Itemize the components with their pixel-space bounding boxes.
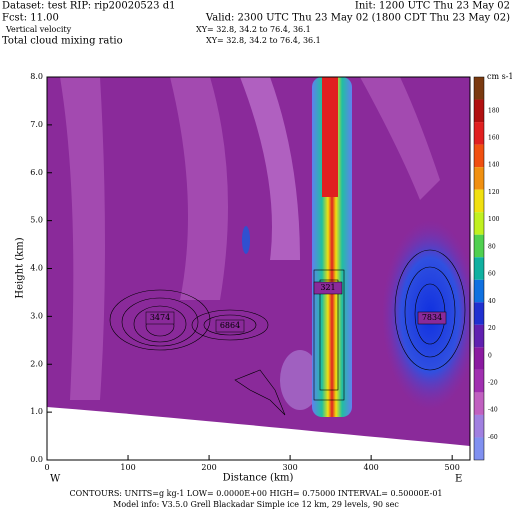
header: Init: 1200 UTC Thu 23 May 02: [355, 1, 510, 12]
annotation-box: [145, 311, 175, 325]
header: Fcst: 11.00: [2, 13, 59, 24]
colorbar-segment: [474, 437, 484, 460]
annotation: 321: [320, 283, 335, 292]
y-tick-label: 6.0: [30, 168, 43, 177]
colorbar-label: 140: [488, 162, 500, 169]
colorbar-label: -20: [488, 380, 498, 387]
header: Total cloud mixing ratio: [2, 36, 123, 47]
colorbar-label: -40: [488, 407, 498, 414]
colorbar-segment: [474, 324, 484, 348]
colorbar-segment: [474, 234, 484, 258]
colorbar-label: 80: [488, 243, 496, 250]
y-tick-label: 4.0: [30, 264, 43, 273]
colorbar-label: 20: [488, 325, 496, 332]
colorbar-segment: [474, 414, 484, 438]
colorbar-label: 0: [488, 352, 492, 359]
colorbar-segment: [474, 302, 484, 325]
header: XY= 32.8, 34.2 to 76.4, 36.1: [206, 36, 321, 45]
annotation-box: [215, 319, 245, 333]
colorbar-segment: [474, 122, 484, 145]
end-label: E: [455, 474, 462, 485]
annotation: 3474: [150, 313, 170, 322]
colorbar-segment: [474, 189, 484, 213]
header: Dataset: test RIP: rip20020523 d1: [2, 1, 175, 12]
header: Valid: 2300 UTC Thu 23 May 02 (1800 CDT …: [205, 13, 510, 24]
annotation: 6864: [220, 321, 240, 330]
colorbar-segment: [474, 392, 484, 415]
colorbar-label: 40: [488, 298, 496, 305]
footer: Model info: V3.5.0 Grell Blackadar Simpl…: [113, 500, 399, 509]
y-tick-label: 0.0: [30, 455, 43, 464]
x-tick-label: 500: [445, 463, 460, 472]
colorbar-segment: [474, 144, 484, 168]
annotation-box: [313, 281, 343, 295]
colorbar-segment: [474, 279, 484, 303]
y-tick-label: 5.0: [30, 216, 43, 225]
colorbar-frame: [473, 76, 485, 461]
colorbar-segment: [474, 167, 484, 190]
x-tick-label: 0: [44, 463, 49, 472]
colorbar-label: -60: [488, 434, 498, 441]
y-tick-label: 8.0: [30, 72, 43, 81]
colorbar-segment: [474, 99, 484, 123]
annotation-box: [417, 311, 447, 325]
x-tick-label: 100: [120, 463, 135, 472]
footer: CONTOURS: UNITS=g kg-1 LOW= 0.0000E+00 H…: [69, 489, 442, 498]
colorbar-segment: [474, 77, 484, 100]
end-label: W: [50, 474, 61, 485]
colorbar-label: 160: [488, 135, 500, 142]
annotation: 7834: [422, 313, 442, 322]
y-tick-label: 3.0: [30, 311, 43, 320]
y-tick-label: 7.0: [30, 120, 43, 129]
y-tick-label: 1.0: [30, 407, 43, 416]
colorbar-unit: cm s-1: [487, 72, 512, 81]
y-tick-label: 2.0: [30, 359, 43, 368]
colorbar-label: 180: [488, 107, 500, 114]
colorbar-label: 100: [488, 216, 500, 223]
x-tick-label: 400: [363, 463, 378, 472]
colorbar-segment: [474, 257, 484, 280]
x-tick-label: 200: [201, 463, 216, 472]
x-axis-label: Distance (km): [223, 473, 294, 484]
header: Vertical velocity: [5, 25, 72, 34]
colorbar-segment: [474, 369, 484, 393]
field: [47, 77, 478, 460]
colorbar-segment: [474, 347, 484, 370]
colorbar-segment: [474, 212, 484, 235]
colorbar-label: 120: [488, 189, 500, 196]
x-tick-label: 300: [282, 463, 297, 472]
colorbar-label: 60: [488, 271, 496, 278]
header: XY= 32.8, 34.2 to 76.4, 36.1: [196, 25, 311, 34]
y-axis-label: Height (km): [15, 237, 26, 298]
